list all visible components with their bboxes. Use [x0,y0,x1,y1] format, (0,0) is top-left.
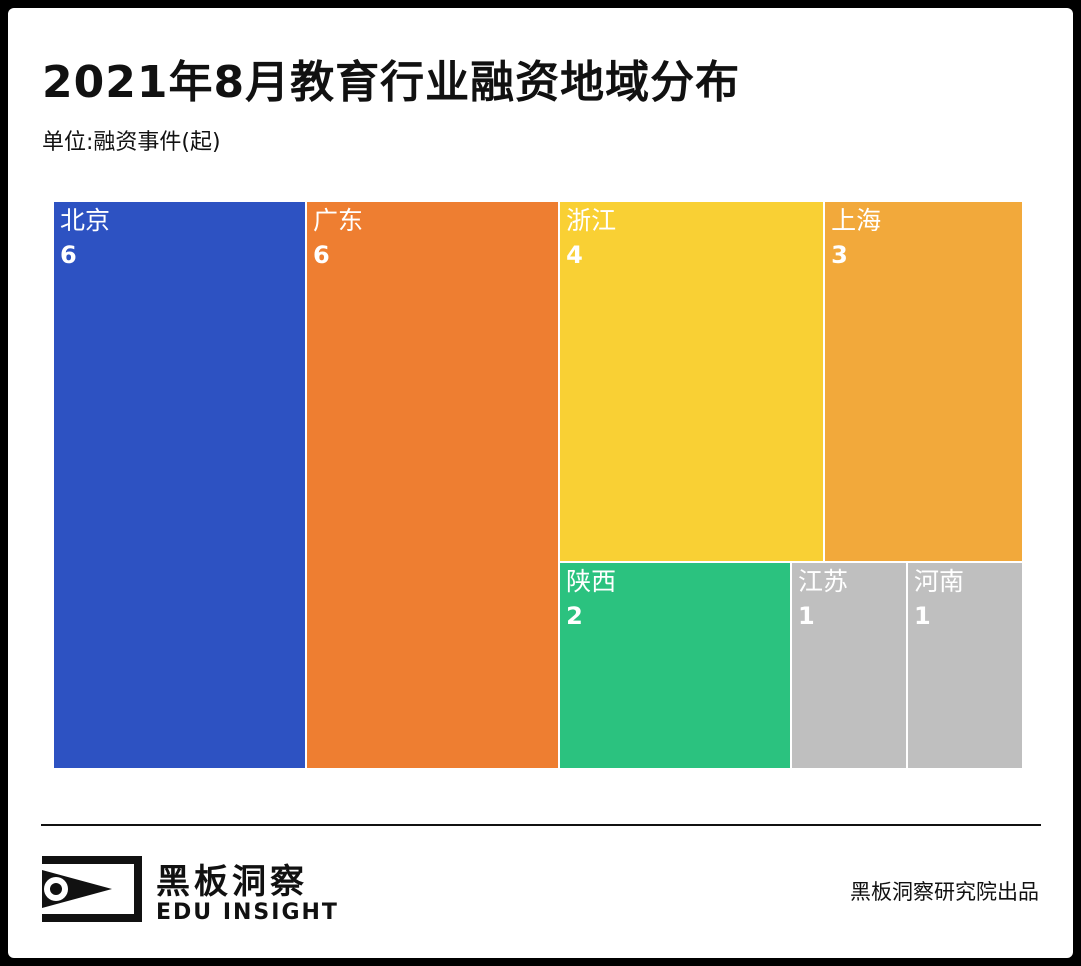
treemap-cell-value: 4 [566,241,583,269]
treemap-cell-value: 1 [914,602,931,631]
treemap-cell: 浙江 4 [560,202,824,562]
treemap-cell-label: 北京 [60,206,111,235]
treemap-cell: 河南 1 [908,563,1022,768]
chart-frame: 2021年8月教育行业融资地域分布 单位:融资事件(起) 北京 6 广东 6 浙江 4 上海… [8,8,1073,958]
treemap-cell: 陕西 2 [560,563,791,768]
credit-text: 黑板洞察研究院出品 [850,880,1039,904]
treemap: 北京 6 广东 6 浙江 4 上海 3 陕西 2 江苏 1 河南 1 [8,8,1073,958]
footer-divider [41,824,1041,826]
treemap-cell: 上海 3 [825,202,1022,562]
treemap-cell-value: 3 [831,241,848,269]
brand-name-cn: 黑板洞察 [156,862,308,902]
treemap-cell-value: 1 [798,602,815,631]
treemap-cell: 北京 6 [54,202,306,768]
brand-name-en: EDU INSIGHT [156,900,339,925]
treemap-cell-value: 6 [60,241,77,269]
edu-insight-logo-icon [42,856,142,922]
treemap-cell-label: 江苏 [798,567,849,597]
chart-title: 2021年8月教育行业融资地域分布 [42,57,741,108]
chart-subtitle: 单位:融资事件(起) [42,130,221,155]
treemap-cell-label: 浙江 [566,206,617,235]
treemap-cell: 广东 6 [307,202,559,768]
treemap-cell: 江苏 1 [792,563,906,768]
treemap-cell-label: 上海 [831,206,882,235]
treemap-cell-label: 河南 [914,567,965,597]
treemap-cell-label: 陕西 [566,567,617,597]
treemap-cell-label: 广东 [313,206,364,235]
treemap-cell-value: 6 [313,241,330,269]
treemap-cell-value: 2 [566,602,583,631]
